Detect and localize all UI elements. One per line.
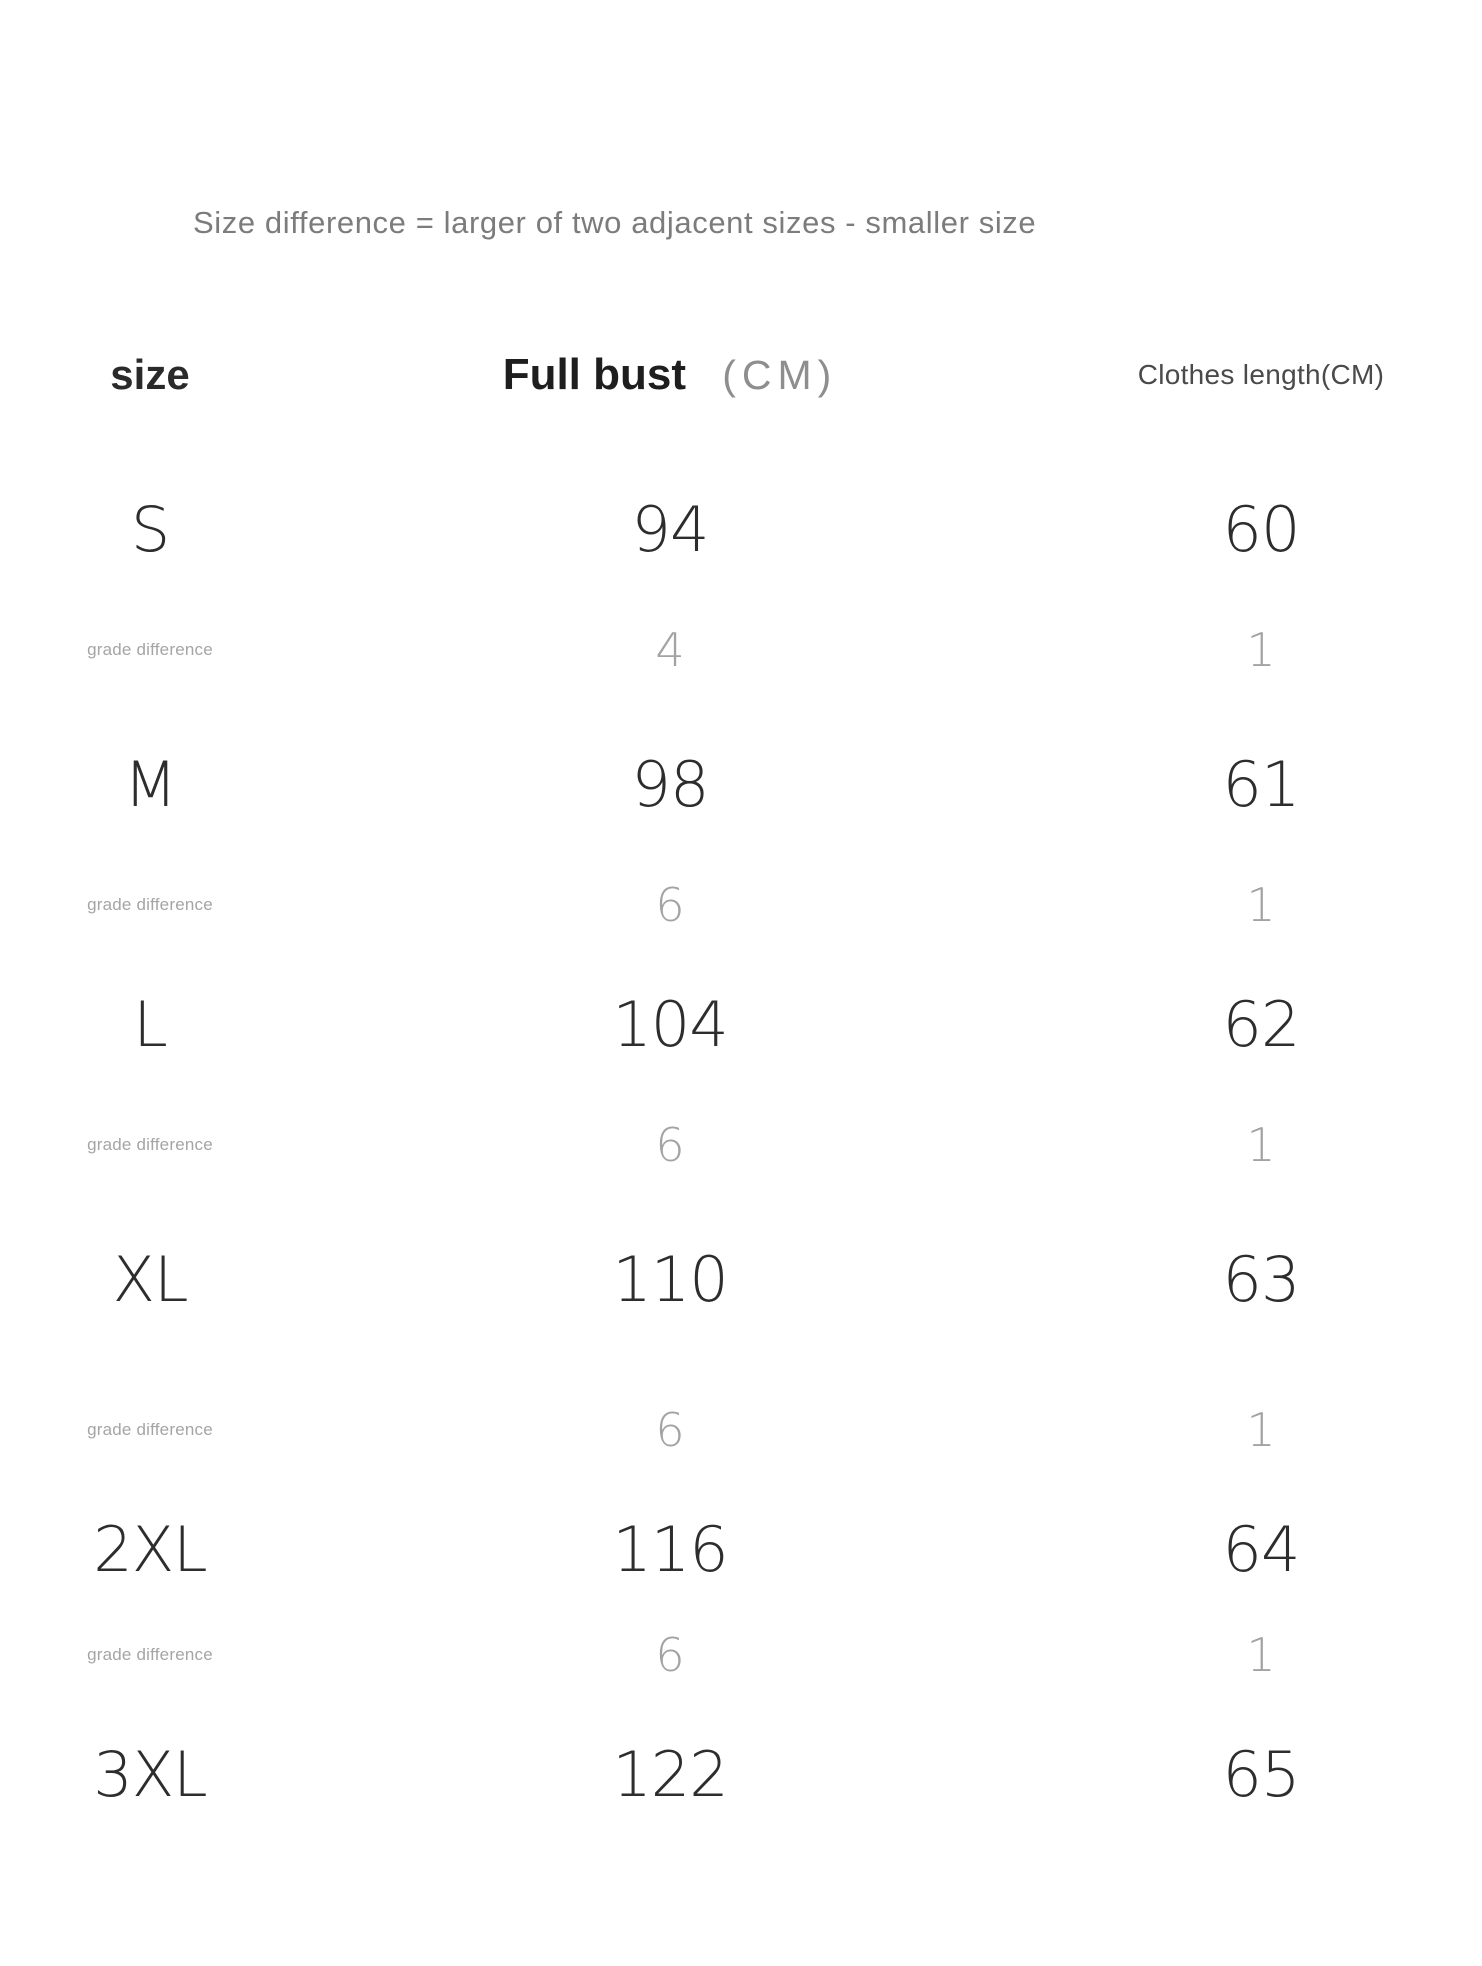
grade-difference-row: grade difference 6 1 (0, 1630, 1482, 1680)
clothes-length-cell: 65 (1222, 1738, 1301, 1811)
full-bust-diff-cell: 6 (655, 1403, 685, 1457)
table-header-row: size Full bust (CM) Clothes length(CM) (0, 350, 1482, 400)
full-bust-cell: 104 (612, 988, 728, 1061)
table-row-size-s: S 94 60 (0, 495, 1482, 565)
grade-difference-row: grade difference 6 1 (0, 880, 1482, 930)
clothes-length-diff-cell: 1 (1246, 1118, 1276, 1172)
size-cell: XL (112, 1243, 188, 1316)
full-bust-label: Full bust (502, 350, 686, 399)
clothes-length-cell: 60 (1222, 493, 1301, 566)
full-bust-unit: (CM) (722, 352, 838, 398)
clothes-length-cell: 63 (1222, 1243, 1301, 1316)
grade-difference-label: grade difference (87, 640, 213, 659)
grade-difference-row: grade difference 4 1 (0, 625, 1482, 675)
clothes-length-diff-cell: 1 (1246, 878, 1276, 932)
table-row-size-3xl: 3XL 122 65 (0, 1740, 1482, 1810)
full-bust-cell: 122 (612, 1738, 728, 1811)
table-row-size-l: L 104 62 (0, 990, 1482, 1060)
table-row-size-2xl: 2XL 116 64 (0, 1515, 1482, 1585)
full-bust-cell: 98 (631, 748, 710, 821)
size-cell: 2XL (93, 1513, 207, 1586)
clothes-length-cell: 61 (1222, 748, 1301, 821)
full-bust-cell: 110 (612, 1243, 728, 1316)
grade-difference-row: grade difference 6 1 (0, 1120, 1482, 1170)
size-cell: S (130, 493, 170, 566)
column-header-full-bust: Full bust (CM) (300, 350, 1040, 400)
full-bust-diff-cell: 6 (655, 1118, 685, 1172)
column-header-clothes-length: Clothes length(CM) (1137, 359, 1385, 390)
full-bust-diff-cell: 6 (655, 878, 685, 932)
clothes-length-diff-cell: 1 (1246, 1403, 1276, 1457)
size-cell: M (123, 748, 178, 821)
grade-difference-label: grade difference (87, 895, 213, 914)
grade-difference-row: grade difference 6 1 (0, 1405, 1482, 1455)
clothes-length-cell: 64 (1222, 1513, 1301, 1586)
full-bust-diff-cell: 6 (655, 1628, 685, 1682)
size-cell: L (133, 988, 168, 1061)
grade-difference-label: grade difference (87, 1135, 213, 1154)
table-row-size-m: M 98 61 (0, 750, 1482, 820)
grade-difference-label: grade difference (87, 1645, 213, 1664)
full-bust-cell: 116 (612, 1513, 728, 1586)
grade-difference-label: grade difference (87, 1420, 213, 1439)
size-cell: 3XL (93, 1738, 207, 1811)
clothes-length-diff-cell: 1 (1246, 1628, 1276, 1682)
clothes-length-cell: 62 (1222, 988, 1301, 1061)
clothes-length-diff-cell: 1 (1246, 623, 1276, 677)
full-bust-diff-cell: 4 (655, 623, 685, 677)
size-difference-note: Size difference = larger of two adjacent… (193, 205, 1037, 240)
column-header-size: size (110, 351, 190, 398)
size-chart-table: size Full bust (CM) Clothes length(CM) S… (0, 350, 1482, 1810)
table-row-size-xl: XL 110 63 (0, 1245, 1482, 1315)
full-bust-cell: 94 (631, 493, 710, 566)
